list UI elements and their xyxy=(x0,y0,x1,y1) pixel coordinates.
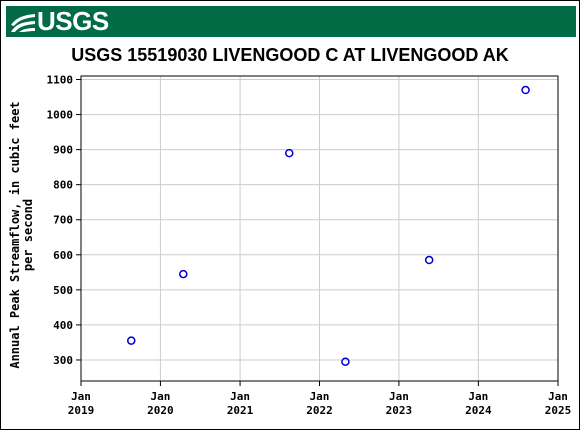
data-points xyxy=(127,85,530,366)
data-point xyxy=(341,357,350,366)
x-tick-label-year: 2023 xyxy=(386,404,413,417)
data-point xyxy=(179,269,188,279)
x-tick-label-month: Jan xyxy=(548,390,568,403)
y-tick-label: 400 xyxy=(53,319,73,332)
x-axis: Jan2019Jan2020Jan2021Jan2022Jan2023Jan20… xyxy=(68,381,572,417)
x-tick-label-year: 2022 xyxy=(306,404,333,417)
chart-grid xyxy=(80,76,559,381)
x-tick-label-month: Jan xyxy=(230,390,250,403)
usgs-wave-icon xyxy=(11,13,35,32)
x-tick-label-year: 2021 xyxy=(227,404,254,417)
x-tick-label-year: 2025 xyxy=(545,404,572,417)
y-tick-label: 1100 xyxy=(47,74,74,87)
y-axis: 300 400 500 600 700 800 900 1000 1100 xyxy=(47,74,81,367)
x-tick-label-month: Jan xyxy=(468,390,488,403)
usgs-logo: USGS xyxy=(10,8,109,35)
y-axis-label-line-2: per second xyxy=(21,199,35,271)
x-tick-label-year: 2024 xyxy=(465,404,492,417)
y-tick-label: 300 xyxy=(53,354,73,367)
chart-title: USGS 15519030 LIVENGOOD C AT LIVENGOOD A… xyxy=(71,45,508,65)
y-axis-label-line-1: Annual Peak Streamflow, in cubic feet xyxy=(8,101,22,368)
x-tick-label-month: Jan xyxy=(310,390,330,403)
y-tick-label: 900 xyxy=(53,144,73,157)
data-point xyxy=(127,336,136,345)
x-tick-label-month: Jan xyxy=(150,390,170,403)
x-tick-label-month: Jan xyxy=(389,390,409,403)
x-tick-label-year: 2020 xyxy=(147,404,174,417)
x-tick-label-month: Jan xyxy=(71,390,91,403)
usgs-banner: USGS xyxy=(6,6,576,37)
y-tick-label: 1000 xyxy=(47,109,74,122)
y-tick-label: 500 xyxy=(53,284,73,297)
y-tick-label: 800 xyxy=(53,179,73,192)
x-tick-label-year: 2019 xyxy=(68,404,95,417)
y-tick-label: 600 xyxy=(53,249,73,262)
data-point xyxy=(424,255,434,265)
usgs-logo-text: USGS xyxy=(37,6,109,36)
data-point xyxy=(285,148,294,158)
y-tick-label: 700 xyxy=(53,214,73,227)
data-point xyxy=(521,85,530,95)
